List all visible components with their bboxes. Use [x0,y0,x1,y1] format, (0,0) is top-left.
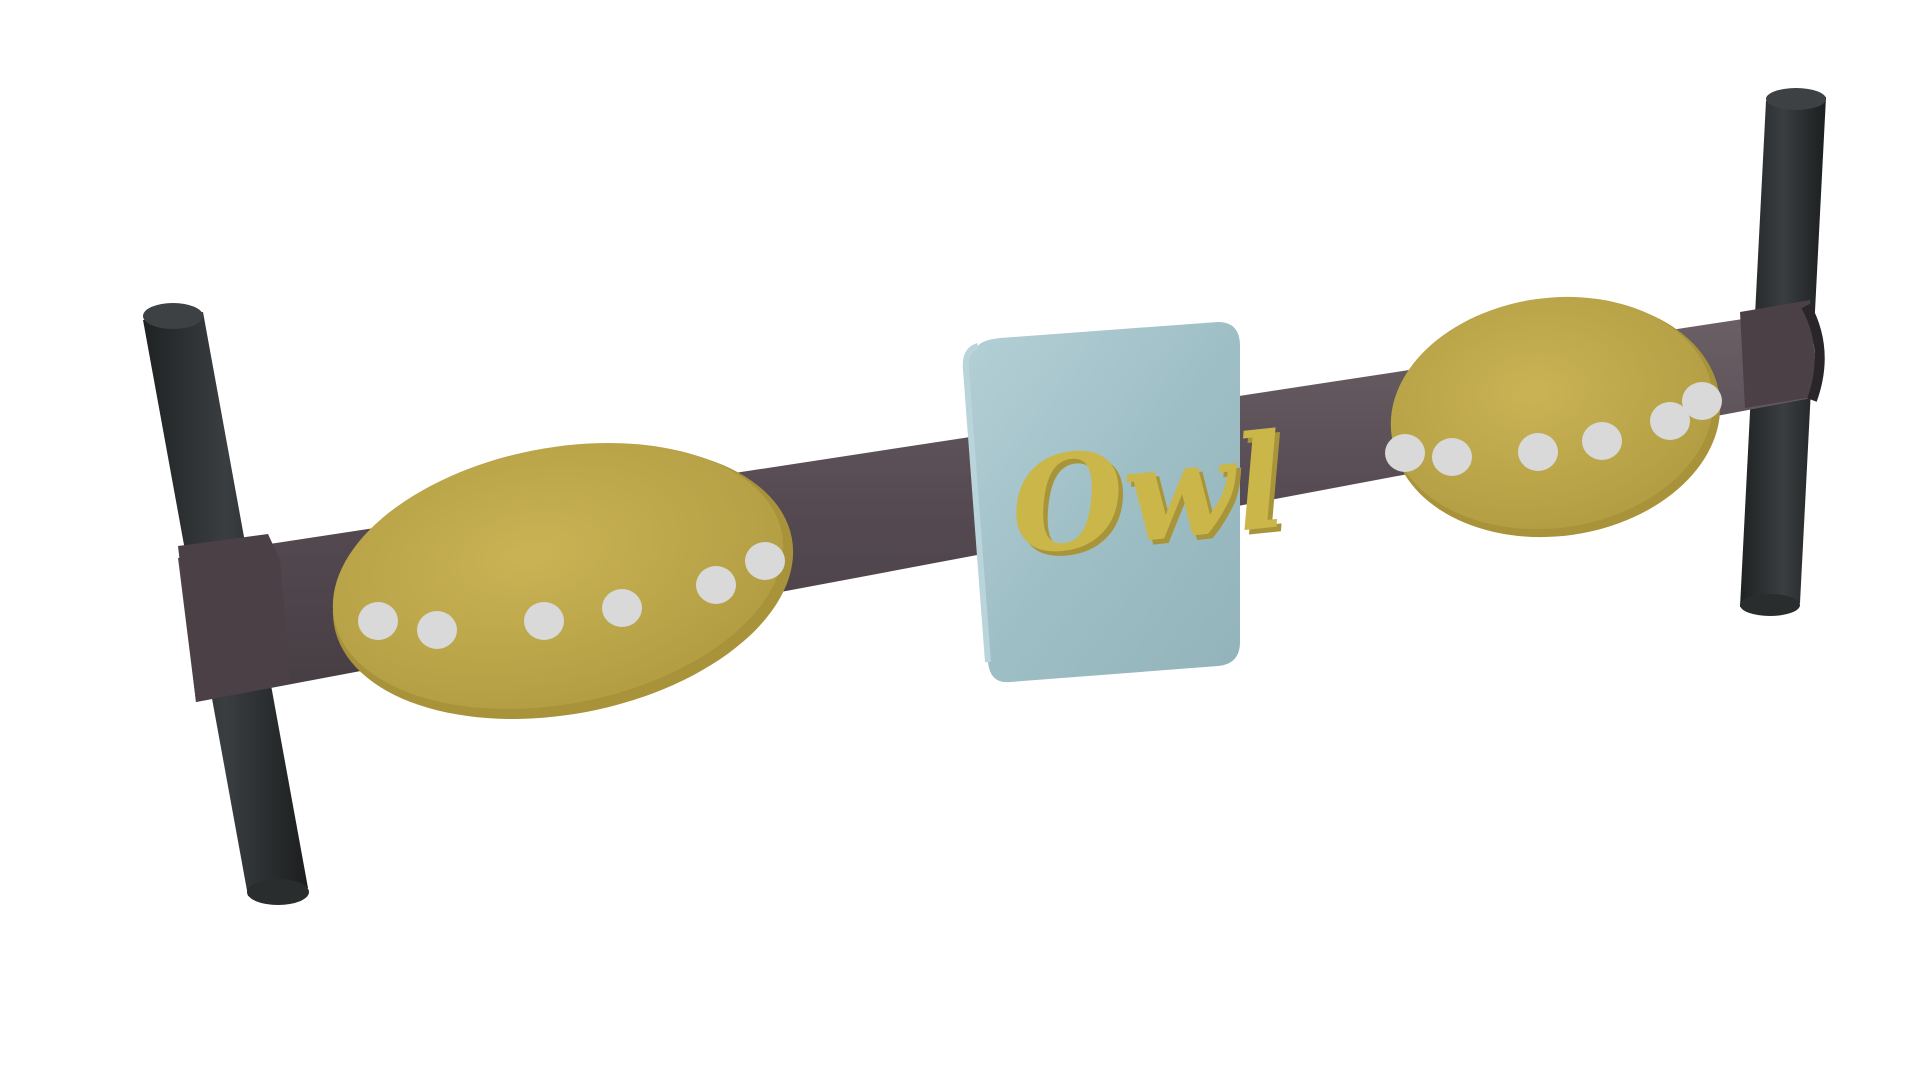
left-panel-dot-1 [358,602,398,640]
left-panel-dot-2 [417,611,457,649]
right-panel-dots [1385,382,1722,476]
right-panel-dot-1 [1385,434,1425,472]
right-panel-dot-3 [1518,433,1558,471]
right-panel-dot-4 [1582,422,1622,460]
left-panel-dot-6 [745,542,785,580]
left-panel-dots [358,542,785,649]
owl-logo-shadow: Owl [1008,409,1297,590]
center-panel: Owl Owl [962,322,1297,683]
left-panel-dot-4 [602,589,642,627]
right-panel-dot-2 [1432,438,1472,476]
right-oval-panel [1385,296,1722,538]
right-panel-dot-6 [1682,382,1722,420]
left-panel-dot-5 [696,566,736,604]
left-panel-dot-3 [524,602,564,640]
owl-logo: Owl Owl [1003,404,1297,589]
owl-logo-text: Owl [1003,404,1292,585]
right-panel-dot-5 [1650,402,1690,440]
left-oval-panel [332,443,794,719]
